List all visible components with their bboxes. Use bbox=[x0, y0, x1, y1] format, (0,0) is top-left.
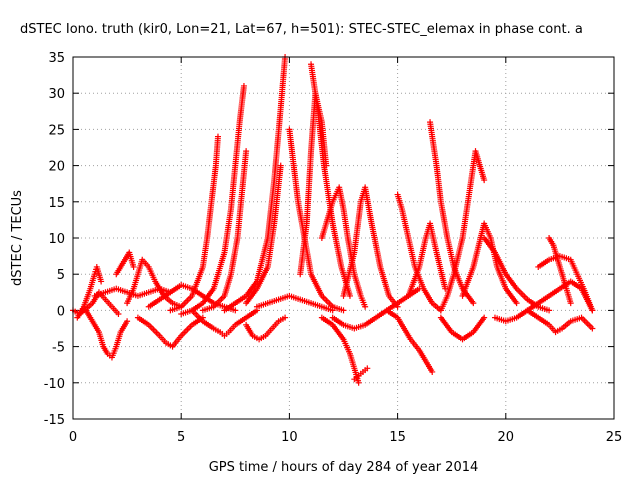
series-markers-5 bbox=[114, 251, 136, 276]
y-tick-label-4: 5 bbox=[57, 268, 65, 283]
series-24 bbox=[383, 307, 436, 375]
series-markers-35 bbox=[547, 236, 574, 305]
y-tick-label-6: 15 bbox=[48, 196, 65, 211]
data-points bbox=[70, 54, 596, 386]
y-tick-label-2: -5 bbox=[52, 341, 65, 356]
series-4 bbox=[124, 256, 185, 310]
series-12 bbox=[221, 54, 289, 314]
series-markers-9 bbox=[169, 135, 221, 313]
series-26 bbox=[405, 220, 449, 299]
series-15 bbox=[253, 292, 336, 314]
series-markers-30 bbox=[460, 222, 519, 305]
series-35 bbox=[546, 235, 574, 307]
series-markers-15 bbox=[256, 293, 334, 313]
series-1 bbox=[74, 263, 105, 321]
series-markers-6 bbox=[136, 315, 205, 349]
series-28 bbox=[437, 148, 488, 314]
series-0 bbox=[70, 289, 122, 318]
series-markers-24 bbox=[385, 308, 435, 374]
series-markers-4 bbox=[125, 258, 183, 309]
series-22 bbox=[340, 184, 401, 310]
x-tick-label-0: 0 bbox=[69, 430, 77, 445]
series-16 bbox=[286, 126, 347, 314]
y-tick-label-8: 25 bbox=[48, 123, 65, 138]
y-tick-label-10: 35 bbox=[48, 51, 65, 66]
x-axis-label: GPS time / hours of day 284 of year 2014 bbox=[209, 460, 479, 475]
series-7 bbox=[145, 282, 239, 314]
series-markers-22 bbox=[340, 186, 400, 308]
y-tick-label-3: 0 bbox=[57, 304, 65, 319]
series-markers-34 bbox=[526, 308, 594, 334]
x-tick-label-1: 5 bbox=[177, 430, 185, 445]
series-9 bbox=[167, 133, 221, 314]
series-markers-20 bbox=[320, 315, 362, 384]
series-13 bbox=[243, 162, 284, 307]
axis-ticks: 0 5 10 15 20 25 -15 -10 -5 0 5 10 15 20 25 30 35 bbox=[44, 51, 623, 445]
series-markers-10 bbox=[180, 84, 247, 317]
y-tick-label-5: 10 bbox=[48, 232, 65, 247]
series-5 bbox=[113, 249, 137, 278]
series-markers-2 bbox=[84, 309, 130, 359]
chart-title: dSTEC Iono. truth (kir0, Lon=21, Lat=67,… bbox=[20, 22, 583, 37]
series-markers-28 bbox=[438, 150, 487, 312]
x-tick-label-2: 10 bbox=[281, 430, 298, 445]
series-markers-12 bbox=[223, 56, 288, 313]
y-axis-label: dSTEC / TECUs bbox=[10, 190, 25, 286]
series-29 bbox=[437, 314, 488, 343]
series-markers-21 bbox=[353, 367, 369, 381]
y-tick-label-1: -10 bbox=[44, 377, 65, 392]
series-markers-1 bbox=[75, 266, 104, 319]
plot-frame bbox=[72, 56, 615, 420]
series-34 bbox=[524, 307, 596, 336]
series-markers-18 bbox=[308, 63, 353, 297]
series-markers-16 bbox=[286, 128, 345, 313]
series-11 bbox=[199, 148, 250, 314]
series-30 bbox=[459, 220, 520, 307]
series-markers-26 bbox=[406, 222, 448, 297]
grid bbox=[73, 57, 614, 419]
series-21 bbox=[351, 365, 371, 383]
series-markers-7 bbox=[147, 282, 237, 313]
series-2 bbox=[82, 307, 131, 361]
series-19 bbox=[318, 184, 369, 310]
series-markers-29 bbox=[439, 316, 486, 342]
series-10 bbox=[178, 82, 247, 318]
x-tick-label-5: 25 bbox=[606, 430, 623, 445]
series-markers-27 bbox=[427, 121, 476, 305]
series-18 bbox=[308, 61, 353, 299]
series-markers-11 bbox=[202, 150, 249, 313]
series-6 bbox=[134, 314, 206, 350]
series-14 bbox=[243, 314, 289, 343]
series-markers-14 bbox=[244, 315, 286, 342]
x-tick-label-4: 20 bbox=[498, 430, 515, 445]
series-markers-13 bbox=[244, 164, 284, 305]
y-tick-label-7: 20 bbox=[48, 160, 65, 175]
y-tick-label-0: -15 bbox=[44, 413, 65, 428]
x-tick-label-3: 15 bbox=[389, 430, 406, 445]
y-tick-label-9: 30 bbox=[48, 87, 65, 102]
